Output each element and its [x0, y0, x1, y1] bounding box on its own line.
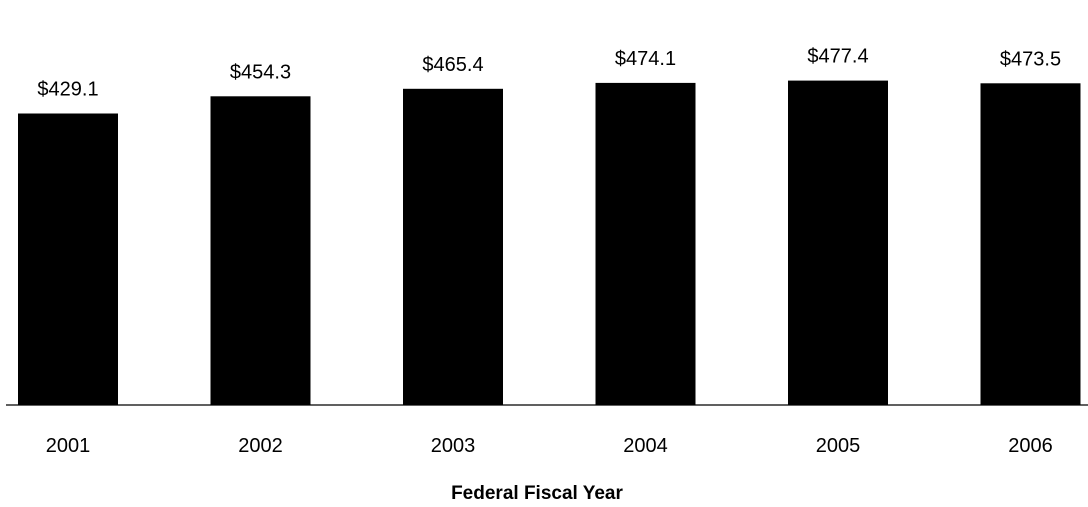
x-tick-label-2003: 2003	[431, 435, 476, 457]
bar-2006	[980, 83, 1081, 406]
bar-2005	[788, 80, 888, 405]
data-label-2004: $474.1	[615, 48, 676, 70]
x-tick-labels-group: 2001 2002 2003 2004 2005 2006	[46, 435, 1053, 457]
data-label-2001: $429.1	[37, 79, 98, 101]
data-label-2006: $473.5	[1000, 48, 1061, 70]
bar-2001	[18, 113, 118, 405]
data-label-2002: $454.3	[230, 61, 291, 83]
bar-2004	[595, 82, 696, 406]
data-labels-group: $429.1 $454.3 $465.4 $474.1 $477.4 $473.5	[37, 46, 1061, 101]
x-axis-title: Federal Fiscal Year	[451, 483, 623, 504]
x-tick-label-2001: 2001	[46, 435, 91, 457]
x-tick-label-2002: 2002	[238, 435, 283, 457]
bar-2002	[210, 96, 311, 406]
x-tick-label-2006: 2006	[1008, 435, 1053, 457]
x-tick-label-2004: 2004	[623, 435, 668, 457]
bar-2003	[403, 88, 503, 406]
data-label-2005: $477.4	[807, 46, 868, 68]
x-tick-label-2005: 2005	[816, 435, 861, 457]
bars-group	[18, 80, 1081, 406]
data-label-2003: $465.4	[422, 54, 483, 76]
